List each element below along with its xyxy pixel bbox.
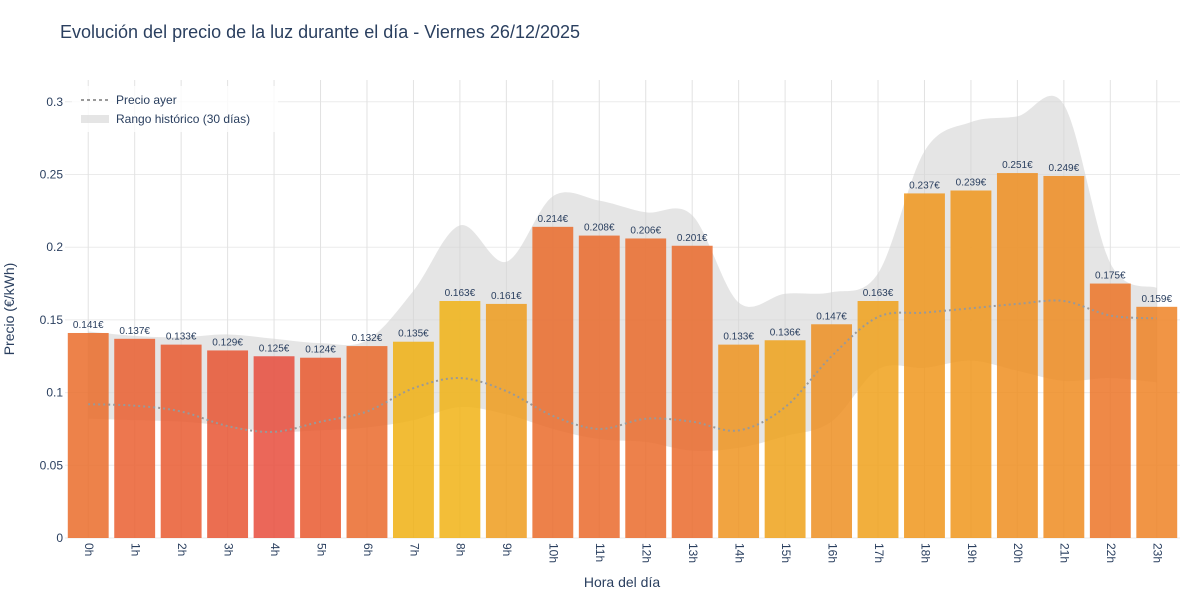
price-bar [114,338,156,538]
price-bar [1136,306,1178,538]
bar-value-label: 0.163€ [445,288,476,299]
x-tick-label: 5h [314,543,328,556]
bar-value-label: 0.163€ [863,288,894,299]
bar-value-label: 0.208€ [584,223,615,234]
y-tick-label: 0.15 [40,313,64,327]
bar-value-label: 0.125€ [259,343,290,354]
bar-value-label: 0.135€ [398,329,429,340]
x-axis-title: Hora del día [584,574,660,590]
x-tick-label: 15h [779,543,793,563]
y-tick-label: 0.2 [46,240,63,254]
price-bar [811,324,853,538]
bar-value-label: 0.136€ [770,327,801,338]
yesterday-price-line [88,299,1157,433]
x-tick-label: 1h [129,543,143,556]
y-tick-label: 0.05 [40,458,64,472]
legend-background [72,86,278,132]
y-tick-label: 0 [56,531,63,545]
price-bar [532,226,574,538]
legend: Precio ayer Rango histórico (30 días) [72,86,278,132]
bar-value-label: 0.251€ [1002,160,1033,171]
bar-value-label: 0.201€ [677,233,708,244]
price-bar [207,350,249,538]
price-bar [67,332,109,538]
x-tick-label: 21h [1058,543,1072,563]
price-bar [392,341,434,538]
bar-value-label: 0.141€ [73,320,104,331]
price-bar [764,340,806,538]
y-axis: 0 0.05 0.1 0.15 0.2 0.25 0.3 [40,95,64,545]
x-tick-label: 11h [593,543,607,562]
y-tick-label: 0.3 [46,95,63,109]
x-tick-label: 20h [1011,543,1025,563]
bars-layer [67,173,1178,539]
bar-value-label: 0.175€ [1095,271,1126,282]
price-bar [346,346,388,538]
legend-label-yesterday: Precio ayer [116,93,177,107]
price-bar [485,303,527,538]
bar-value-label: 0.124€ [305,345,336,356]
price-bar [300,357,341,538]
x-tick-label: 6h [361,543,375,556]
bar-value-label: 0.239€ [956,178,987,189]
bar-value-label: 0.137€ [119,326,150,337]
bar-value-label: 0.249€ [1049,163,1080,174]
x-tick-label: 0h [82,543,96,556]
x-tick-label: 19h [965,543,979,563]
bar-value-label: 0.237€ [909,180,940,191]
price-bar [439,301,481,538]
historical-range-layer [88,95,1157,452]
legend-label-range: Rango histórico (30 días) [116,112,250,126]
x-tick-label: 16h [825,543,839,563]
x-tick-label: 13h [686,543,700,563]
bar-value-label: 0.133€ [166,332,197,343]
bar-value-label: 0.129€ [212,337,243,348]
bar-labels-layer: 0.141€ 0.137€ 0.133€ 0.129€ 0.125€ 0.124€ 0.13… [73,160,1173,356]
bar-value-label: 0.206€ [630,225,661,236]
price-bar [1043,175,1085,538]
price-bar [160,344,202,538]
price-bar [1089,283,1131,538]
x-tick-label: 17h [872,543,886,563]
x-tick-label: 14h [732,543,746,563]
x-tick-label: 9h [500,543,514,556]
x-tick-label: 22h [1104,543,1118,563]
y-axis-title: Precio (€/kWh) [1,263,17,356]
price-bar [950,190,992,538]
bar-value-label: 0.214€ [538,214,569,225]
historical-range-band [88,95,1157,452]
price-bar [578,235,620,539]
x-tick-label: 3h [221,543,235,556]
price-bar [996,173,1038,539]
bar-value-label: 0.147€ [816,311,847,322]
x-tick-label: 2h [175,543,189,556]
price-bar [718,344,760,538]
price-bar [857,301,899,538]
chart-title: Evolución del precio de la luz durante e… [60,22,581,42]
x-tick-label: 4h [268,543,282,556]
price-bar [253,356,295,538]
x-tick-label: 23h [1151,543,1165,563]
bar-value-label: 0.159€ [1141,294,1172,305]
x-tick-label: 10h [547,543,561,563]
y-tick-label: 0.1 [46,386,63,400]
x-tick-label: 12h [640,543,654,563]
x-tick-label: 18h [918,543,932,563]
bar-value-label: 0.132€ [352,333,383,344]
y-tick-label: 0.25 [40,168,64,182]
yesterday-line-layer [88,299,1157,433]
x-tick-label: 7h [407,543,421,556]
price-bar [625,238,667,538]
x-axis: 0h 1h 2h 3h 4h 5h 6h 7h 8h 9h 10h 11h 12h 13h 14h 15h 16… [82,543,1165,563]
x-tick-label: 8h [454,543,468,556]
bar-value-label: 0.133€ [723,332,754,343]
price-bar [671,245,713,538]
bar-value-label: 0.161€ [491,291,522,302]
price-bar [904,193,945,538]
